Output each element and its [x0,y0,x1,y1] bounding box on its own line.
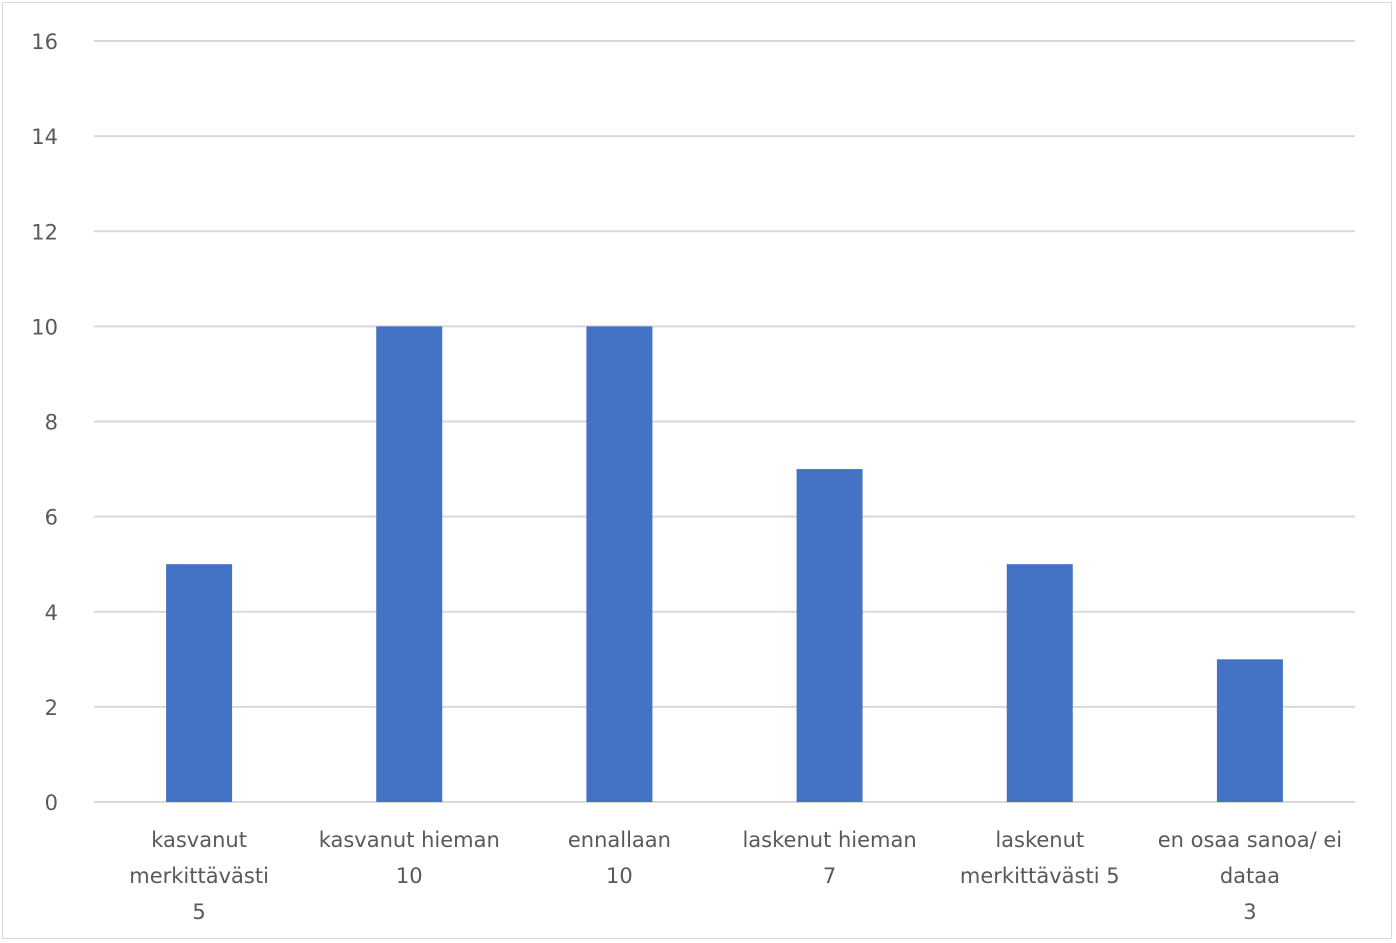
x-category-label-line: merkittävästi 5 [960,864,1120,888]
x-category-label-line: merkittävästi [129,864,269,888]
x-category-label-line: kasvanut hieman [319,828,500,852]
x-category-label: kasvanut hieman 10 [319,828,500,888]
x-category-label-line: 7 [823,864,836,888]
x-category-label-line: 10 [606,864,633,888]
x-category-label-line: laskenut [995,828,1084,852]
x-category-label: en osaa sanoa/ ei dataa 3 [1158,828,1342,924]
bar-5 [1216,659,1283,802]
y-tick-label: 12 [31,220,58,244]
bar-3 [796,469,863,802]
x-category-label-line: dataa [1220,864,1280,888]
x-category-label-line: laskenut hieman [742,828,916,852]
y-tick-label: 14 [31,125,58,149]
y-tick-label: 4 [45,601,58,625]
x-category-label-line: ennallaan [568,828,671,852]
y-tick-label: 16 [31,30,58,54]
x-category-label: kasvanut merkittävästi 5 [129,828,269,924]
x-category-label: laskenut hieman 7 [742,828,916,888]
y-tick-label: 6 [45,506,58,530]
x-category-label: laskenut merkittävästi 5 [960,828,1120,888]
x-category-label-line: en osaa sanoa/ ei [1158,828,1342,852]
y-tick-label: 8 [45,411,58,435]
y-tick-label: 0 [45,791,58,815]
y-tick-label: 10 [31,315,58,339]
x-category-label-line: kasvanut [151,828,247,852]
bar-4 [1006,564,1073,802]
x-category-label-line: 10 [396,864,423,888]
x-category-label-line: 3 [1243,900,1256,924]
x-category-label: ennallaan 10 [568,828,671,888]
y-tick-label: 2 [45,696,58,720]
bar-2 [586,326,653,802]
bar-0 [166,564,233,802]
bar-1 [376,326,443,802]
x-category-label-line: 5 [192,900,205,924]
